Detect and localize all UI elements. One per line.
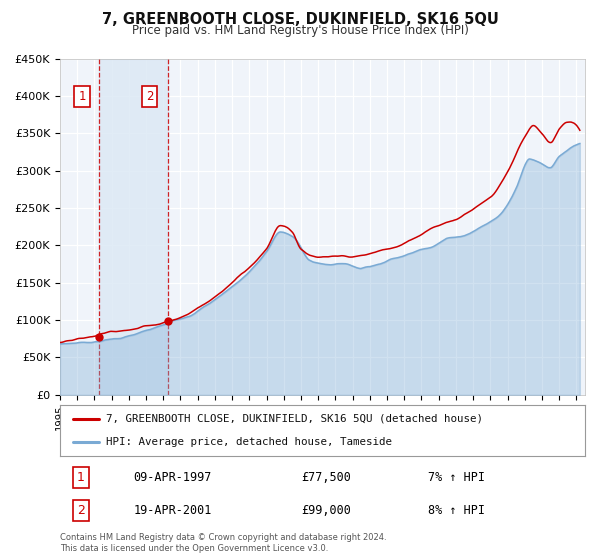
Text: Price paid vs. HM Land Registry's House Price Index (HPI): Price paid vs. HM Land Registry's House … [131, 24, 469, 36]
Text: HPI: Average price, detached house, Tameside: HPI: Average price, detached house, Tame… [106, 437, 392, 447]
Text: 09-APR-1997: 09-APR-1997 [133, 471, 212, 484]
Text: 7, GREENBOOTH CLOSE, DUKINFIELD, SK16 5QU (detached house): 7, GREENBOOTH CLOSE, DUKINFIELD, SK16 5Q… [106, 414, 483, 424]
Text: 7, GREENBOOTH CLOSE, DUKINFIELD, SK16 5QU: 7, GREENBOOTH CLOSE, DUKINFIELD, SK16 5Q… [101, 12, 499, 27]
Bar [99, 59, 169, 395]
Text: £99,000: £99,000 [302, 504, 352, 517]
Text: Contains HM Land Registry data © Crown copyright and database right 2024.
This d: Contains HM Land Registry data © Crown c… [60, 533, 386, 553]
Text: 7% ↑ HPI: 7% ↑ HPI [427, 471, 485, 484]
Text: 2: 2 [146, 90, 153, 102]
Text: 1: 1 [77, 471, 85, 484]
Text: 19-APR-2001: 19-APR-2001 [133, 504, 212, 517]
Text: 8% ↑ HPI: 8% ↑ HPI [427, 504, 485, 517]
Text: 1: 1 [79, 90, 86, 102]
Text: 2: 2 [77, 504, 85, 517]
Text: £77,500: £77,500 [302, 471, 352, 484]
